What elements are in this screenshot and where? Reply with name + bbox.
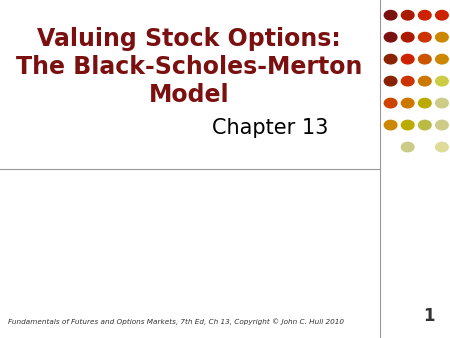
Circle shape <box>401 98 414 108</box>
Circle shape <box>384 54 397 64</box>
Circle shape <box>401 54 414 64</box>
Circle shape <box>418 54 431 64</box>
Circle shape <box>418 10 431 20</box>
Circle shape <box>384 32 397 42</box>
Circle shape <box>401 120 414 130</box>
Circle shape <box>384 10 397 20</box>
Circle shape <box>436 98 448 108</box>
Circle shape <box>401 142 414 152</box>
Circle shape <box>384 98 397 108</box>
Circle shape <box>436 10 448 20</box>
Circle shape <box>436 76 448 86</box>
Circle shape <box>384 76 397 86</box>
Circle shape <box>418 76 431 86</box>
Text: 1: 1 <box>423 307 434 325</box>
Text: Chapter 13: Chapter 13 <box>212 118 328 139</box>
Circle shape <box>436 120 448 130</box>
Circle shape <box>384 120 397 130</box>
Circle shape <box>418 98 431 108</box>
Circle shape <box>401 76 414 86</box>
Text: Fundamentals of Futures and Options Markets, 7th Ed, Ch 13, Copyright © John C. : Fundamentals of Futures and Options Mark… <box>8 318 344 325</box>
Circle shape <box>436 32 448 42</box>
Circle shape <box>436 142 448 152</box>
Circle shape <box>436 54 448 64</box>
Circle shape <box>401 10 414 20</box>
Text: Valuing Stock Options:
The Black-Scholes-Merton
Model: Valuing Stock Options: The Black-Scholes… <box>16 27 362 107</box>
Circle shape <box>418 120 431 130</box>
Circle shape <box>418 32 431 42</box>
Circle shape <box>401 32 414 42</box>
